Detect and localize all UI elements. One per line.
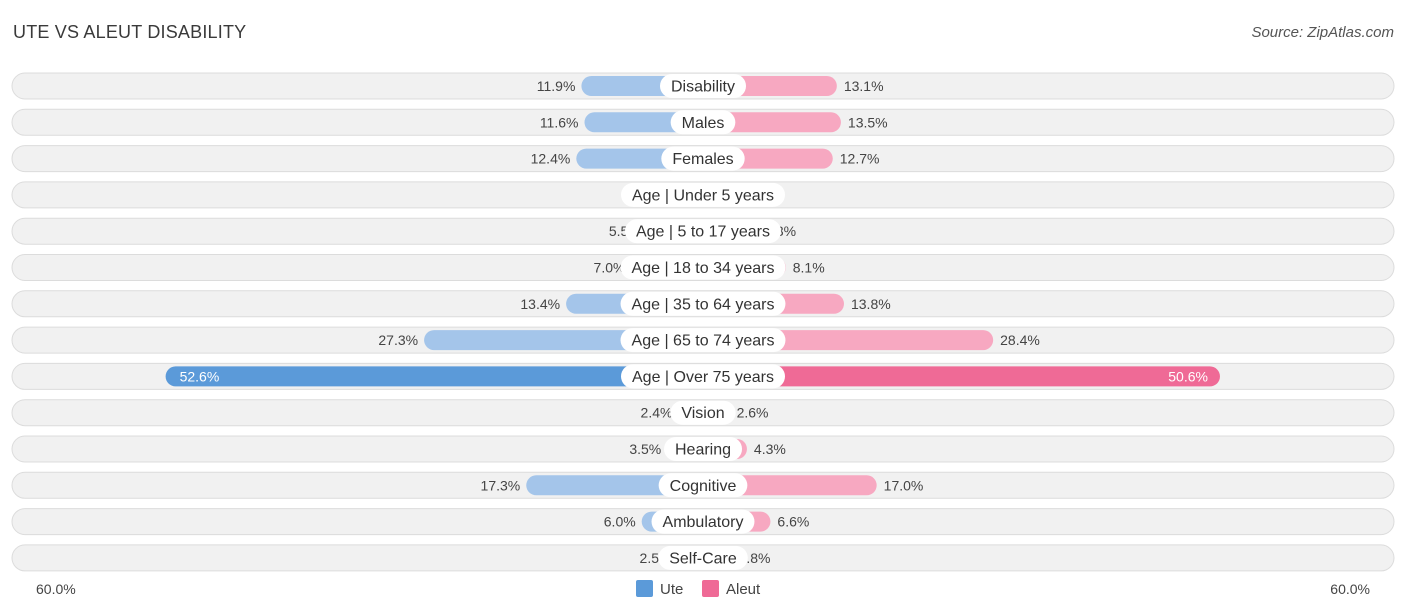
bar-ute-cognitive	[526, 475, 703, 496]
category-label-females: Females	[672, 151, 733, 168]
legend: Ute Aleut	[636, 580, 761, 598]
bar-aleut-cognitive	[703, 475, 877, 496]
value-label-aleut-ambulatory: 6.6%	[777, 514, 809, 530]
legend-label-ute: Ute	[660, 581, 683, 598]
value-label-aleut-age-over-75-years: 50.6%	[1168, 368, 1208, 384]
legend-swatch-aleut	[702, 580, 719, 597]
value-label-ute-hearing: 3.5%	[629, 441, 661, 457]
category-pill-ambulatory	[651, 509, 755, 534]
category-pill-hearing	[663, 437, 743, 461]
category-label-age-under-5-years: Age | Under 5 years	[632, 187, 774, 204]
bar-ute-age-over-75-years	[165, 366, 703, 387]
category-label-disability: Disability	[671, 79, 735, 96]
legend-label-aleut: Aleut	[726, 581, 761, 598]
value-label-aleut-males: 13.5%	[848, 114, 888, 130]
source-credit: Source: ZipAtlas.com	[1251, 24, 1394, 41]
value-label-ute-vision: 2.4%	[641, 405, 673, 421]
chart-row-females: 12.4% 12.7% Females	[11, 145, 1395, 173]
chart-row-age-35-to-64-years: 13.4% 13.8% Age | 35 to 64 years	[11, 290, 1395, 318]
chart-row-age-18-to-34-years: 7.0% 8.1% Age | 18 to 34 years	[11, 254, 1395, 281]
category-pill-disability	[659, 74, 747, 98]
value-label-ute-age-18-to-34-years: 7.0%	[594, 260, 626, 276]
value-label-ute-age-over-75-years: 52.6%	[180, 368, 220, 384]
chart-row-age-5-to-17-years: 5.5%5.3%Age | 5 to 17 years	[11, 217, 1395, 245]
value-label-ute-age-35-to-64-years: 13.4%	[520, 296, 560, 312]
value-label-ute-females: 12.4%	[531, 151, 571, 167]
value-label-aleut-cognitive: 17.0%	[884, 477, 924, 493]
value-label-ute-cognitive: 17.3%	[481, 477, 521, 493]
category-pill-self-care	[658, 545, 748, 570]
value-label-aleut-vision: 2.6%	[737, 405, 769, 421]
value-label-aleut-age-65-to-74-years: 28.4%	[1000, 332, 1040, 348]
category-pill-males	[670, 110, 736, 135]
value-label-ute-age-65-to-74-years: 27.3%	[378, 332, 418, 348]
axis-label-left: 60.0%	[36, 581, 76, 597]
chart-row-self-care: 2.5% 2.8%Self-Care	[11, 544, 1395, 572]
category-label-age-5-to-17-years: Age | 5 to 17 years	[636, 224, 770, 241]
category-pill-age-5-to-17-years	[624, 219, 782, 244]
value-label-aleut-age-18-to-34-years: 8.1%	[793, 260, 825, 276]
value-label-aleut-age-35-to-64-years: 13.8%	[851, 296, 891, 312]
chart-title: UTE VS ALEUT DISABILITY	[13, 22, 247, 42]
value-label-aleut-hearing: 4.3%	[754, 441, 786, 457]
chart-row-disability: 11.9% 13.1% Disability	[11, 72, 1395, 100]
category-pill-age-35-to-64-years	[620, 291, 786, 316]
value-label-aleut-disability: 13.1%	[844, 78, 884, 94]
value-label-ute-disability: 11.9%	[537, 78, 576, 94]
x-axis: 60.0% 60.0%	[36, 581, 1370, 597]
chart-row-males: 11.6% 13.5% Males	[11, 108, 1395, 136]
category-label-hearing: Hearing	[675, 442, 731, 459]
value-label-aleut-females: 12.7%	[840, 151, 880, 167]
value-label-ute-ambulatory: 6.0%	[604, 514, 636, 530]
category-label-cognitive: Cognitive	[670, 478, 737, 495]
category-label-vision: Vision	[681, 405, 724, 422]
chart-row-age-65-to-74-years: 27.3% 28.4% Age | 65 to 74 years	[11, 326, 1395, 354]
axis-label-right: 60.0%	[1330, 581, 1370, 597]
chart-row-vision: 2.4% 2.6% Vision	[11, 399, 1395, 427]
category-label-males: Males	[682, 115, 725, 132]
category-pill-age-18-to-34-years	[620, 255, 786, 280]
category-pill-age-65-to-74-years	[620, 328, 786, 353]
category-label-age-18-to-34-years: Age | 18 to 34 years	[632, 260, 775, 277]
value-label-ute-males: 11.6%	[540, 114, 579, 130]
legend-swatch-ute	[636, 580, 653, 597]
chart-row-ambulatory: 6.0% 6.6% Ambulatory	[11, 508, 1395, 536]
category-pill-age-over-75-years	[621, 364, 785, 389]
chart-row-age-under-5-years: 0.86%1.2%Age | Under 5 years	[11, 181, 1395, 209]
chart-row-hearing: 3.5% 4.3% Hearing	[11, 435, 1395, 463]
category-pill-vision	[670, 400, 736, 425]
category-pill-cognitive	[658, 473, 748, 498]
chart-row-cognitive: 17.3% 17.0% Cognitive	[11, 471, 1395, 499]
category-label-age-over-75-years: Age | Over 75 years	[632, 369, 774, 386]
category-label-age-65-to-74-years: Age | 65 to 74 years	[632, 333, 775, 350]
category-label-age-35-to-64-years: Age | 35 to 64 years	[632, 296, 775, 313]
bar-aleut-age-over-75-years	[703, 366, 1220, 387]
category-label-ambulatory: Ambulatory	[663, 514, 744, 531]
category-pill-age-under-5-years	[620, 182, 786, 207]
category-pill-females	[661, 146, 745, 171]
chart-rows: 11.9% 13.1% Disability 11.6% 13.5% Males 12.4%…	[11, 72, 1395, 572]
category-label-self-care: Self-Care	[669, 550, 737, 567]
chart-row-age-over-75-years: 52.6% 50.6% Age | Over 75 years	[11, 362, 1395, 390]
bar-aleut-males	[703, 112, 841, 133]
